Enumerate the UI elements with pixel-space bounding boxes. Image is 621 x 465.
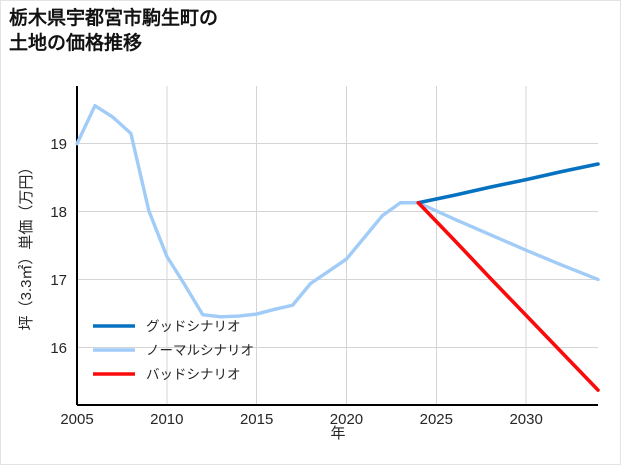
y-gridlines xyxy=(77,143,598,348)
x-axis-label: 年 xyxy=(330,425,345,442)
y-tick-label: 16 xyxy=(50,340,67,357)
series-line xyxy=(75,103,600,319)
axis-spines xyxy=(75,86,598,407)
x-tick-label: 2005 xyxy=(60,411,93,428)
y-axis-label: 坪（3.3㎡）単価（万円） xyxy=(18,160,35,331)
x-tick-label: 2020 xyxy=(330,411,363,428)
series-line xyxy=(416,200,600,392)
y-tick-label: 17 xyxy=(50,272,67,289)
x-tick-label: 2010 xyxy=(150,411,183,428)
x-tick-label: 2025 xyxy=(420,411,453,428)
x-tick-labels: 2005 2010 2015 2020 2025 2030 xyxy=(60,411,543,428)
x-tick-label: 2015 xyxy=(240,411,273,428)
y-tick-label: 19 xyxy=(50,136,67,153)
y-tick-labels: 16 17 18 19 xyxy=(50,136,67,357)
legend-label: バッドシナリオ xyxy=(146,367,241,382)
page-title: 栃木県宇都宮市駒生町の 土地の価格推移 xyxy=(9,8,219,55)
y-tick-label: 18 xyxy=(50,204,67,221)
x-tick-label: 2030 xyxy=(509,411,542,428)
series-lines xyxy=(75,103,600,392)
series-line xyxy=(416,162,600,205)
legend-label: ノーマルシナリオ xyxy=(146,343,254,358)
x-gridlines xyxy=(76,86,527,405)
legend-label: グッドシナリオ xyxy=(146,319,241,334)
